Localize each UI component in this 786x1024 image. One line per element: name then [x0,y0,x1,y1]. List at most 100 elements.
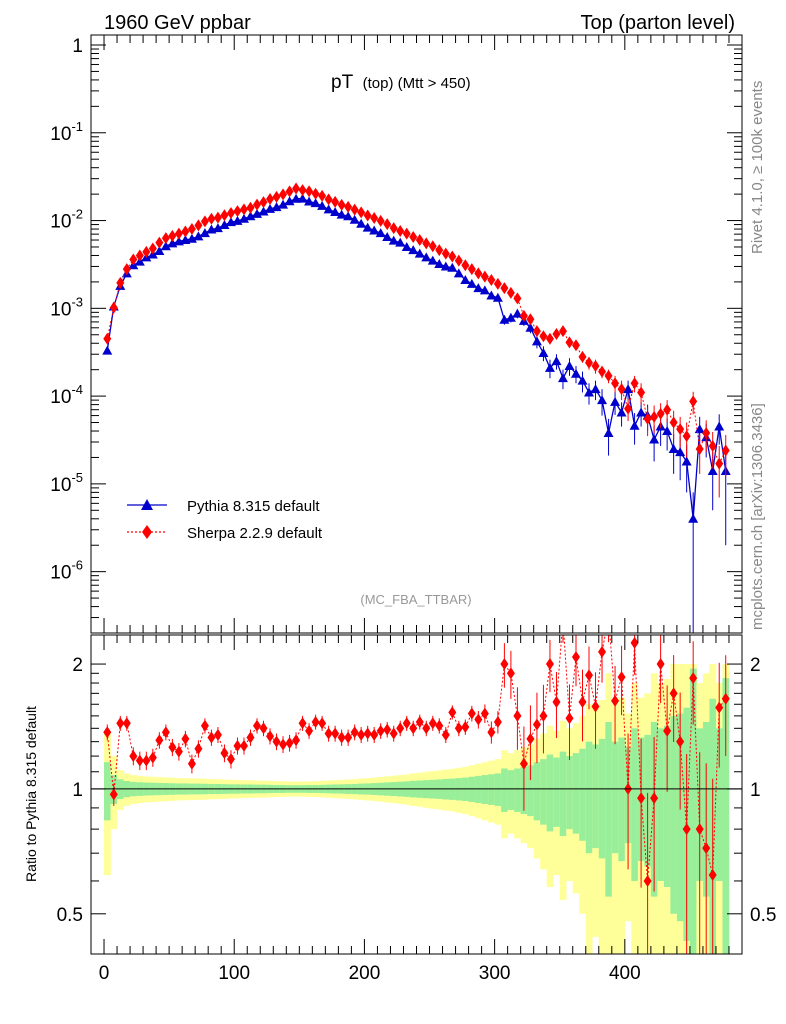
energy-label: 1960 GeV ppbar [104,12,251,34]
data-point [610,396,621,406]
ratio-point [611,694,620,707]
ratio-point [279,738,288,751]
ratio-point [637,792,646,805]
band-inner-bin [481,775,489,804]
data-point [343,211,354,221]
data-point [643,412,652,425]
data-point [388,235,399,245]
ratio-point [487,726,496,739]
data-point [435,244,444,257]
ratio-point [213,728,222,741]
band-inner-bin [572,753,580,834]
band-inner-bin [566,756,574,830]
ratio-point [585,669,594,682]
data-point [598,365,607,378]
data-point [370,211,379,224]
ratio-frame [90,634,743,955]
band-inner-bin [605,721,613,897]
data-point [318,189,327,202]
data-point [578,350,587,363]
ratio-point [259,722,268,735]
data-point [414,248,425,258]
data-point [409,230,418,243]
data-point [486,290,497,300]
process-label: Top (parton level) [580,12,735,34]
data-point [570,368,581,378]
data-point [629,420,640,430]
band-inner-bin [663,725,671,888]
y-tick-label: 10-6 [50,558,83,584]
data-point [493,277,502,290]
ratio-point [695,823,704,836]
data-point [461,259,470,272]
data-point [519,309,528,322]
ratio-point [181,732,190,745]
ratio-point [220,747,229,760]
ratio-point [246,731,255,744]
data-point [259,196,268,209]
data-point [421,252,432,262]
data-point [186,233,197,243]
ratio-point [116,717,125,730]
ratio-point [142,754,151,767]
data-point [395,237,406,247]
y-tick-label: 10-1 [50,119,83,145]
ratio-point [103,726,112,739]
data-point [668,443,679,453]
ratio-point [194,742,203,755]
ratio-point [331,727,340,740]
data-point [272,190,281,203]
data-point [331,195,340,208]
data-point [552,327,561,340]
ratio-point [233,739,242,752]
ratio-point [708,869,717,882]
data-point [116,276,125,289]
data-point [194,219,203,232]
ratio-tick-label: 0.5 [57,905,83,926]
ratio-point [344,731,353,744]
main-series [102,182,731,633]
ratio-point [519,757,528,770]
ratio-point [383,723,392,736]
ratio-point [630,636,639,649]
data-point [447,262,458,272]
data-point [278,199,289,209]
data-point [317,200,328,210]
ratio-point [200,719,209,732]
ratio-point [682,823,691,836]
data-point [500,282,509,295]
band-inner-bin [533,762,541,821]
ratio-point [285,737,294,750]
data-point [396,225,405,238]
ratio-point [272,735,281,748]
band-inner-bin [631,728,639,881]
data-point [401,241,412,251]
legend-pythia-marker [141,499,153,510]
data-point [682,430,691,443]
ratio-point [506,667,515,680]
ratio-point [591,700,600,713]
data-point [258,206,269,216]
data-point [422,237,431,250]
data-point [721,444,730,457]
plot-title: pT (top) (Mtt > 450) [331,72,471,93]
data-point [427,255,438,265]
band-inner-bin [514,768,521,812]
ratio-point [428,717,437,730]
data-point [219,219,230,229]
y-tick-label: 10-3 [50,294,83,320]
ratio-point [396,722,405,735]
data-point [474,267,483,280]
ratio-point [253,719,262,732]
data-point [129,253,138,266]
data-point [669,416,678,429]
band-inner-bin [540,759,547,825]
data-point [311,187,320,200]
data-point [337,198,346,211]
x-tick-label: 0 [99,963,110,984]
data-point [487,274,496,287]
ratio-point [526,732,535,745]
data-point [279,188,288,201]
data-point [539,330,548,343]
ratio-point [715,701,724,714]
